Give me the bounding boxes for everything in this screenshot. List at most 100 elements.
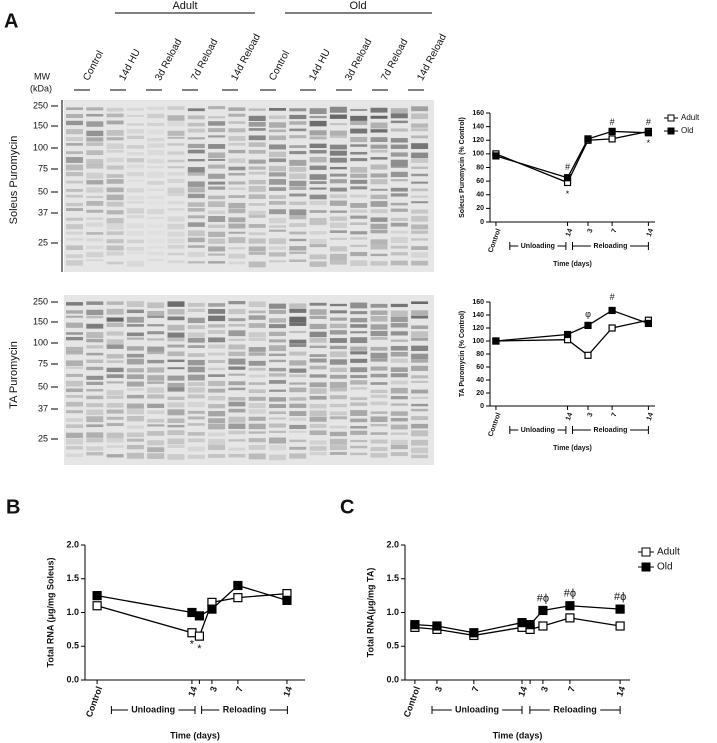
- mw-label: MW: [34, 71, 50, 81]
- point: [92, 601, 102, 611]
- blot-band: [289, 180, 307, 187]
- blot-band: [329, 259, 347, 265]
- y-tick-label: 0.0: [66, 674, 79, 684]
- blot-band: [350, 215, 368, 219]
- blot-band: [228, 423, 246, 429]
- blot-band: [126, 239, 144, 244]
- blot-band: [411, 315, 429, 319]
- blot-band: [329, 395, 347, 400]
- blot-band: [370, 137, 388, 142]
- blot-band: [390, 367, 408, 372]
- point: [207, 604, 217, 614]
- blot-band: [106, 423, 124, 427]
- blot-band: [248, 186, 266, 192]
- blot-band: [126, 316, 144, 323]
- point: [282, 595, 292, 605]
- blot-band: [309, 416, 327, 422]
- blot-band: [126, 309, 144, 314]
- blot-band: [66, 302, 83, 306]
- blot-band: [390, 452, 408, 457]
- blot-band: [66, 373, 83, 377]
- blot-band: [289, 259, 307, 262]
- blot-band: [228, 172, 246, 176]
- blot-band: [147, 129, 165, 135]
- blot-band: [187, 325, 205, 330]
- point: [233, 580, 243, 591]
- blot-band: [208, 395, 226, 401]
- blot-band: [329, 451, 347, 455]
- blot-band: [309, 156, 327, 163]
- blot-band: [106, 120, 124, 125]
- blot-band: [208, 224, 226, 229]
- blot-band: [66, 410, 83, 414]
- x-axis-label: Time (days): [553, 445, 592, 452]
- blot-band: [208, 380, 226, 387]
- blot-band: [269, 225, 286, 228]
- annotation: φ: [585, 309, 591, 319]
- blot-band: [390, 187, 408, 192]
- blot-band: [289, 411, 307, 416]
- blot-band: [411, 260, 429, 266]
- blot-band: [411, 209, 429, 214]
- blot-band: [147, 246, 165, 249]
- blot-band: [86, 180, 104, 185]
- blot-band: [147, 387, 165, 393]
- y-tick-label: 1.0: [386, 607, 399, 617]
- blot-band: [289, 121, 307, 125]
- blot-band: [411, 325, 429, 329]
- blot-band: [411, 113, 429, 120]
- blot-band: [126, 195, 144, 200]
- point: [615, 604, 625, 614]
- blot-band: [329, 157, 347, 163]
- blot-band: [86, 381, 104, 385]
- blot-band: [106, 107, 124, 112]
- y-tick-label: 0.5: [386, 641, 399, 651]
- blot-band: [411, 173, 429, 177]
- blot-band: [167, 387, 185, 392]
- blot-band: [309, 217, 327, 224]
- y-tick-label: 120: [472, 325, 484, 332]
- blot-band: [187, 337, 205, 343]
- blot-band: [370, 373, 388, 378]
- blot-band: [248, 301, 266, 308]
- blot-band: [66, 346, 83, 353]
- blot-band: [411, 230, 429, 234]
- blot-band: [411, 439, 429, 446]
- blot-band: [309, 451, 327, 456]
- blot-band: [411, 423, 429, 429]
- blot-band: [248, 352, 266, 356]
- blot-band: [86, 130, 104, 137]
- lane-label: 3d Reload: [343, 37, 374, 82]
- blot-band: [147, 453, 165, 459]
- point: [644, 129, 653, 137]
- blot-band: [390, 108, 408, 114]
- blot-band: [411, 188, 429, 192]
- blot-band: [329, 216, 347, 221]
- legend-label: Adult: [681, 113, 700, 122]
- blot-band: [187, 332, 205, 337]
- blot-band: [309, 354, 327, 358]
- blot-band: [86, 395, 104, 400]
- blot-band: [187, 115, 205, 120]
- blot-band: [228, 187, 246, 190]
- blot-band: [66, 395, 83, 398]
- blot-band: [167, 200, 185, 205]
- blot-band: [248, 194, 266, 199]
- mw-marker-label: 250: [33, 100, 48, 110]
- blot-band: [147, 367, 165, 373]
- blot-band: [208, 152, 226, 159]
- legend-label: Old: [657, 562, 673, 573]
- blot-band: [269, 187, 286, 191]
- blot-band: [147, 143, 165, 148]
- blot-band: [370, 244, 388, 250]
- blot-band: [309, 115, 327, 119]
- blot-label: TA Puromycin: [8, 341, 20, 409]
- blot-band: [370, 324, 388, 330]
- blot-band: [66, 164, 83, 171]
- blot-band: [248, 232, 266, 236]
- blot-band: [147, 137, 165, 142]
- blot-band: [350, 151, 368, 155]
- blot-band: [390, 373, 408, 378]
- blot-band: [167, 351, 185, 357]
- blot-band: [269, 238, 286, 245]
